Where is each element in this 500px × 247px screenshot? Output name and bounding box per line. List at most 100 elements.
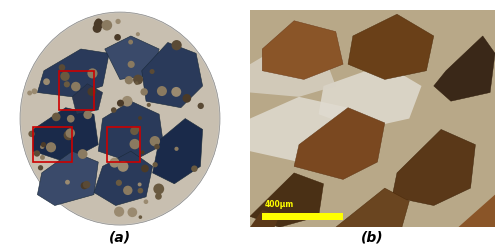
Circle shape <box>150 136 160 146</box>
Circle shape <box>130 127 138 135</box>
Circle shape <box>34 150 40 157</box>
Polygon shape <box>434 36 495 101</box>
Circle shape <box>71 82 81 91</box>
Circle shape <box>136 127 140 131</box>
Polygon shape <box>250 42 336 97</box>
Circle shape <box>138 116 142 120</box>
Circle shape <box>40 155 45 160</box>
Circle shape <box>92 24 102 33</box>
Circle shape <box>136 32 140 36</box>
Circle shape <box>116 19 120 24</box>
Circle shape <box>128 61 135 68</box>
Circle shape <box>141 165 149 172</box>
Circle shape <box>114 206 124 217</box>
Circle shape <box>60 72 70 81</box>
Circle shape <box>46 142 56 152</box>
Circle shape <box>154 144 160 149</box>
Circle shape <box>28 131 35 137</box>
Circle shape <box>83 181 90 188</box>
Polygon shape <box>98 101 164 162</box>
Circle shape <box>58 64 66 71</box>
Circle shape <box>135 81 138 85</box>
Polygon shape <box>152 119 202 184</box>
Polygon shape <box>250 173 324 227</box>
Circle shape <box>65 180 70 185</box>
Circle shape <box>52 113 60 121</box>
Circle shape <box>150 69 154 74</box>
Circle shape <box>124 76 133 84</box>
Circle shape <box>38 165 43 170</box>
Polygon shape <box>250 210 280 227</box>
Circle shape <box>64 130 74 140</box>
Circle shape <box>174 147 178 151</box>
Circle shape <box>78 149 88 159</box>
Circle shape <box>138 183 141 186</box>
Circle shape <box>88 68 98 79</box>
Circle shape <box>64 81 70 87</box>
Text: 400μm: 400μm <box>264 200 294 209</box>
Polygon shape <box>250 97 372 162</box>
Bar <box>107 127 140 162</box>
Circle shape <box>66 128 75 138</box>
Bar <box>33 127 72 162</box>
Circle shape <box>172 40 181 50</box>
Circle shape <box>152 162 158 167</box>
Circle shape <box>40 145 44 149</box>
Circle shape <box>155 193 162 200</box>
Circle shape <box>84 110 92 119</box>
Circle shape <box>191 165 198 172</box>
Circle shape <box>94 19 104 29</box>
Circle shape <box>110 158 120 168</box>
Polygon shape <box>72 84 102 114</box>
Circle shape <box>154 184 164 194</box>
Circle shape <box>133 75 143 85</box>
Bar <box>59 71 94 110</box>
Polygon shape <box>38 151 98 206</box>
Circle shape <box>182 94 191 103</box>
Circle shape <box>102 20 112 31</box>
Polygon shape <box>458 195 495 227</box>
Polygon shape <box>392 129 475 206</box>
Circle shape <box>138 215 142 219</box>
Text: (a): (a) <box>109 230 131 245</box>
Circle shape <box>88 87 96 96</box>
Circle shape <box>41 142 46 147</box>
Circle shape <box>95 19 102 25</box>
Circle shape <box>138 188 143 193</box>
Circle shape <box>140 88 148 96</box>
Circle shape <box>116 180 122 186</box>
Circle shape <box>122 96 132 106</box>
Circle shape <box>172 87 181 97</box>
Polygon shape <box>142 42 203 108</box>
Circle shape <box>111 107 116 113</box>
Circle shape <box>114 34 121 41</box>
Polygon shape <box>38 49 109 97</box>
Bar <box>262 213 343 220</box>
Circle shape <box>32 88 38 94</box>
Ellipse shape <box>20 12 220 225</box>
Polygon shape <box>294 108 385 179</box>
Circle shape <box>144 199 148 204</box>
Circle shape <box>123 186 132 195</box>
Circle shape <box>128 40 133 44</box>
Circle shape <box>130 139 140 149</box>
Polygon shape <box>94 151 152 206</box>
Ellipse shape <box>21 13 219 224</box>
Circle shape <box>118 161 128 172</box>
Polygon shape <box>262 21 343 80</box>
Circle shape <box>43 78 50 85</box>
Circle shape <box>80 182 88 189</box>
Circle shape <box>27 91 32 95</box>
Polygon shape <box>318 64 422 129</box>
Circle shape <box>157 86 167 96</box>
Circle shape <box>140 150 144 154</box>
Circle shape <box>67 115 74 123</box>
Circle shape <box>128 207 137 217</box>
Polygon shape <box>33 108 98 162</box>
Text: (b): (b) <box>361 230 384 245</box>
Circle shape <box>117 100 124 107</box>
Polygon shape <box>105 36 159 80</box>
Circle shape <box>146 103 151 107</box>
Polygon shape <box>336 188 409 227</box>
Polygon shape <box>348 14 434 80</box>
